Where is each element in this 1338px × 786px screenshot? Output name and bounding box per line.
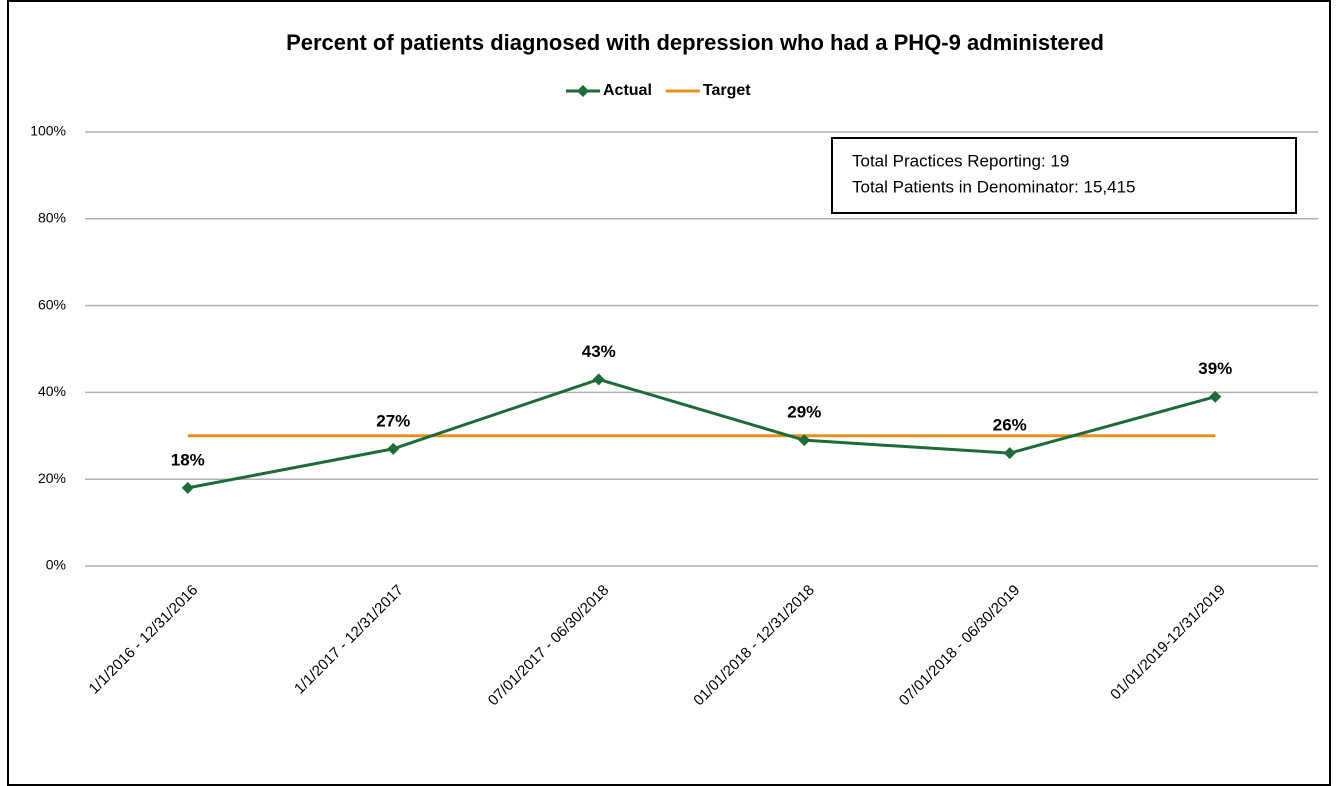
data-label: 18% — [171, 450, 205, 469]
data-label: 29% — [787, 403, 821, 422]
chart-border — [7, 0, 1331, 786]
x-tick-label: 1/1/2017 - 12/31/2017 — [291, 582, 407, 698]
legend-marker — [577, 85, 589, 97]
x-tick-label: 01/01/2019-12/31/2019 — [1107, 582, 1229, 704]
y-tick-label: 60% — [38, 296, 66, 312]
y-tick-label: 100% — [30, 123, 66, 139]
y-tick-label: 20% — [38, 470, 66, 486]
data-point — [181, 481, 194, 494]
data-point — [798, 434, 811, 447]
data-point — [1209, 390, 1222, 403]
x-tick-label: 01/01/2018 - 12/31/2018 — [690, 582, 818, 710]
legend-label: Actual — [603, 82, 652, 99]
data-point — [1003, 447, 1016, 460]
x-tick-label: 07/01/2018 - 06/30/2019 — [896, 582, 1024, 710]
x-tick-label: 1/1/2016 - 12/31/2016 — [86, 582, 202, 698]
y-tick-label: 0% — [46, 557, 66, 573]
series-line — [187, 377, 1216, 490]
x-tick-label: 07/01/2017 - 06/30/2018 — [485, 582, 613, 710]
annotation: Total Patients in Denominator: 15,415 — [852, 177, 1136, 196]
data-label: 27% — [376, 411, 410, 430]
data-point — [387, 442, 400, 455]
data-point — [592, 373, 605, 386]
chart-title: Percent of patients diagnosed with depre… — [286, 30, 1104, 55]
data-label: 26% — [993, 416, 1027, 435]
legend-label: Target — [703, 82, 751, 99]
data-label: 39% — [1198, 359, 1232, 378]
annotation: Total Practices Reporting: 19 — [852, 151, 1069, 170]
y-tick-label: 40% — [38, 383, 66, 399]
data-label: 43% — [582, 342, 616, 361]
y-tick-label: 80% — [38, 210, 66, 226]
annotation-box — [831, 137, 1297, 214]
